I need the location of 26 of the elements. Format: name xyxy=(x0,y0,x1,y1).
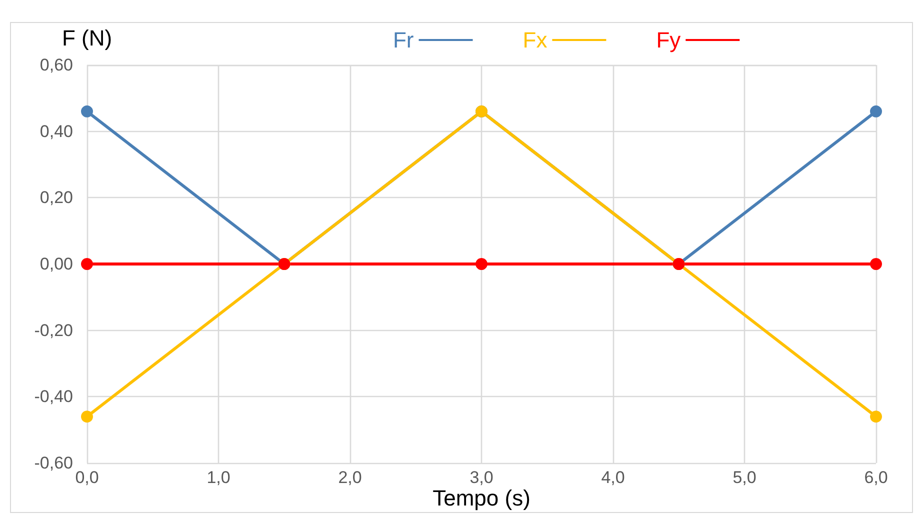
y-tick-label: -0,60 xyxy=(34,454,73,472)
point xyxy=(870,105,882,118)
y-axis-title: F (N) xyxy=(62,26,112,50)
point xyxy=(81,410,93,423)
x-axis-title: Tempo (s) xyxy=(432,486,530,510)
y-tick-label: 0,00 xyxy=(40,254,73,274)
x-tick-label: 0,0 xyxy=(75,468,99,487)
y-tick-label: 0,60 xyxy=(40,56,73,74)
legend-label: Fx xyxy=(522,28,548,52)
y-tick-label: -0,20 xyxy=(34,320,73,340)
legend-label: Fy xyxy=(656,28,681,52)
x-tick-label: 3,0 xyxy=(470,468,494,487)
x-tick-label: 5,0 xyxy=(732,468,756,487)
point xyxy=(870,258,882,270)
x-tick-label: 6,0 xyxy=(864,468,888,487)
point xyxy=(81,258,93,270)
point xyxy=(476,258,488,270)
y-tick-label: -0,40 xyxy=(34,387,73,406)
point xyxy=(81,105,93,118)
legend-label: Fr xyxy=(393,28,414,52)
y-tick-label: 0,40 xyxy=(40,122,73,141)
point xyxy=(870,410,882,423)
y-tick-label: 0,20 xyxy=(40,188,73,208)
x-tick-label: 2,0 xyxy=(338,468,362,487)
x-tick-label: 1,0 xyxy=(206,468,230,487)
x-tick-label: 4,0 xyxy=(601,468,625,487)
